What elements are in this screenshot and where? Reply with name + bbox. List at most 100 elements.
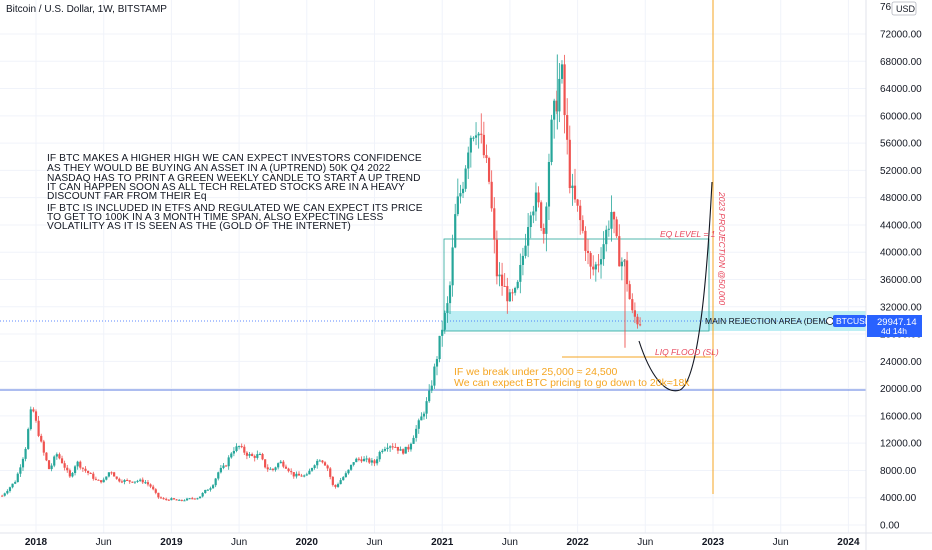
candles <box>1 54 642 502</box>
candle-body <box>467 152 470 169</box>
y-tick-label: 32000.00 <box>880 302 922 313</box>
note-line: AS THEY WOULD BE BUYING AN ASSET IN A (U… <box>47 163 391 174</box>
candle-body <box>211 485 215 489</box>
candle-body <box>196 498 199 500</box>
note-line: TO GET TO 100K IN A 3 MONTH TIME SPAN, A… <box>47 212 384 223</box>
candle-body <box>508 292 511 302</box>
note-line: DISCOUNT FAR FROM THEIR Eq <box>47 191 207 202</box>
candle-body <box>107 472 111 477</box>
note-paragraph-2: IF BTC IS INCLUDED IN ETFS AND REGULATED… <box>47 203 423 232</box>
candle-body <box>16 473 19 483</box>
candle-body <box>550 119 553 163</box>
candle-body <box>607 228 610 230</box>
plot-area[interactable] <box>0 0 866 533</box>
candle-body <box>524 245 527 256</box>
candle-body <box>201 492 204 497</box>
candle-body <box>282 461 285 467</box>
eq-level-box <box>443 238 710 332</box>
candle-body <box>344 473 347 478</box>
candle-body <box>224 465 228 467</box>
candle-body <box>8 487 12 491</box>
candle-body <box>618 236 621 267</box>
candle-body <box>464 168 467 189</box>
eq-level-label: EQ LEVEL = 1 <box>660 229 716 239</box>
candle-body <box>14 482 17 484</box>
currency-button[interactable]: USD <box>891 1 917 16</box>
candle-body <box>394 446 397 448</box>
candle-body <box>594 264 597 270</box>
candle-body <box>133 481 137 483</box>
x-axis[interactable]: 2018 Jun 2019 Jun 2020 Jun 2021 Jun 2022 Jun 2023 J… <box>25 537 860 548</box>
chart-title: Bitcoin / U.S. Dollar, 1W, BITSTAMP <box>6 4 167 15</box>
candle-body <box>485 155 488 159</box>
candle-body <box>537 192 540 203</box>
candle-body <box>329 468 332 477</box>
candle-body <box>623 260 626 262</box>
candle-body <box>313 465 316 469</box>
candle-body <box>53 456 56 466</box>
candle-body <box>498 274 501 277</box>
candle-body <box>615 219 618 237</box>
candle-body <box>139 479 142 481</box>
candle-body <box>357 458 360 460</box>
candle-body <box>566 115 569 140</box>
candle-body <box>92 473 95 479</box>
candle-body <box>157 492 160 498</box>
y-tick-label: 56000.00 <box>880 139 922 150</box>
candle-body <box>79 461 82 468</box>
candle-body <box>32 409 35 412</box>
y-tick-label: 20000.00 <box>880 384 922 395</box>
candle-body <box>232 451 235 454</box>
candle-body <box>443 312 446 330</box>
candle-body <box>633 310 636 317</box>
candle-body <box>420 416 423 421</box>
candle-body <box>141 479 144 483</box>
candle-body <box>27 429 30 449</box>
candle-body <box>258 454 262 456</box>
candle-body <box>438 335 441 360</box>
candle-body <box>110 472 113 474</box>
candle-body <box>40 435 43 442</box>
candle-body <box>105 476 108 480</box>
candle-body <box>227 457 230 467</box>
y-tick-label: 24000.00 <box>880 357 922 368</box>
x-tick-label: 2024 <box>837 537 860 548</box>
candle-body <box>303 475 306 477</box>
x-tick-label: Jun <box>502 537 518 548</box>
candle-body <box>542 227 545 234</box>
y-axis[interactable]: 72000.00 68000.00 64000.00 60000.00 56000.00… <box>880 30 922 532</box>
candle-body <box>448 285 452 304</box>
candle-body <box>34 411 38 421</box>
y-tick-label: 64000.00 <box>880 84 922 95</box>
candle-body <box>352 462 355 465</box>
candle-body <box>334 484 337 487</box>
candle-body <box>219 467 222 473</box>
candle-body <box>376 459 379 464</box>
x-tick-label: 2018 <box>25 537 48 548</box>
candle-body <box>58 454 61 459</box>
candle-body <box>495 239 498 277</box>
candle-body <box>290 471 293 473</box>
y-tick-label: 60000.00 <box>880 111 922 122</box>
candle-body <box>409 443 413 450</box>
note-line: IT CAN HAPPEN SOON AS ALL TECH RELATED S… <box>47 182 405 193</box>
candle-body <box>493 208 496 240</box>
candle-body <box>318 460 321 462</box>
candle-body <box>490 181 493 209</box>
candle-body <box>183 500 186 502</box>
candle-body <box>321 460 324 463</box>
candle-body <box>274 467 277 470</box>
candle-body <box>178 499 181 501</box>
candle-body <box>347 469 350 474</box>
candle-body <box>441 329 444 336</box>
candle-body <box>342 477 345 481</box>
candle-body <box>529 215 532 228</box>
candle-body <box>86 470 90 473</box>
candle-body <box>326 465 329 469</box>
candle-body <box>349 464 353 470</box>
candle-body <box>532 211 535 216</box>
note-line: IF BTC MAKES A HIGHER HIGH WE CAN EXPECT… <box>47 153 422 164</box>
candle-body <box>123 479 126 482</box>
candle-body <box>167 499 170 501</box>
